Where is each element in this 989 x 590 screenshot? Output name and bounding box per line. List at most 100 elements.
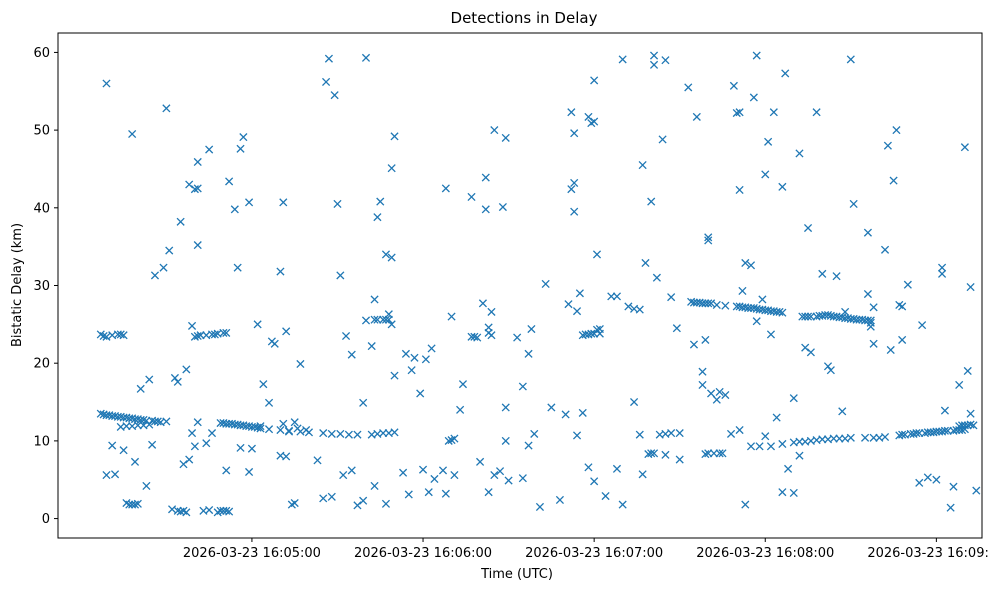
data-point [159, 263, 168, 272]
data-point [418, 465, 428, 474]
data-point [322, 77, 331, 87]
data-point [689, 340, 699, 349]
data-point [336, 271, 345, 280]
data-point [370, 481, 379, 491]
data-point [946, 503, 955, 512]
data-point [416, 389, 425, 398]
data-point [561, 410, 570, 419]
data-point [789, 394, 798, 403]
data-point [438, 466, 448, 475]
data-point [282, 452, 291, 461]
data-point [495, 467, 505, 476]
data-point [102, 471, 111, 480]
data-point [387, 320, 396, 329]
data-point [698, 367, 707, 376]
data-point [595, 324, 604, 334]
data-point [376, 197, 385, 206]
data-point [284, 427, 294, 436]
data-point [766, 442, 776, 451]
y-tick-label: 60 [33, 46, 50, 61]
data-point [692, 112, 701, 121]
data-point [635, 305, 644, 314]
data-point [110, 470, 120, 479]
data-point [555, 495, 564, 504]
data-point [806, 348, 815, 357]
data-point [861, 433, 870, 442]
data-point [319, 429, 328, 438]
data-point [746, 261, 756, 270]
data-point [863, 289, 872, 299]
data-point [347, 466, 356, 475]
data-point [190, 185, 199, 194]
data-point [661, 450, 670, 459]
data-point [222, 506, 231, 515]
data-point [966, 409, 975, 418]
data-point [142, 481, 151, 491]
y-tick-label: 30 [33, 279, 50, 294]
y-tick-label: 40 [33, 201, 50, 216]
data-point [729, 81, 738, 90]
data-point [302, 425, 311, 435]
data-point [259, 380, 268, 389]
data-point [701, 450, 710, 459]
y-tick-label: 50 [33, 124, 50, 139]
data-point [370, 315, 379, 324]
data-point [447, 312, 456, 321]
data-point [649, 449, 659, 458]
data-point [898, 430, 907, 439]
data-point [501, 403, 510, 412]
data-point [128, 129, 137, 139]
data-point [279, 419, 288, 428]
data-point [193, 241, 202, 250]
data-point [726, 429, 736, 438]
data-point [735, 185, 744, 194]
data-point [746, 442, 756, 451]
data-point [484, 328, 493, 337]
data-point [652, 273, 661, 282]
data-point [458, 380, 468, 389]
data-point [293, 424, 302, 433]
data-point [119, 446, 128, 455]
x-tick-label: 2026-03-23 16:06:00 [354, 546, 492, 561]
x-axis-label: Time (UTC) [480, 567, 553, 582]
data-point [778, 488, 787, 497]
data-point [313, 456, 322, 465]
data-point [513, 333, 522, 342]
data-point [758, 295, 767, 304]
data-point [572, 307, 582, 316]
y-axis-ticks: 0 10 20 30 40 50 60 [33, 46, 58, 527]
data-point [801, 343, 810, 352]
data-point [749, 93, 758, 102]
data-point [504, 476, 513, 485]
data-point [361, 316, 371, 325]
data-point [518, 474, 527, 483]
data-point [182, 508, 191, 517]
data-point [912, 429, 921, 438]
data-point [99, 331, 108, 341]
data-point [170, 373, 179, 383]
data-point [564, 300, 573, 309]
data-point [279, 198, 288, 207]
data-point [898, 335, 907, 344]
data-point [444, 436, 453, 445]
data-point [846, 433, 855, 442]
data-point [341, 331, 351, 341]
data-point [401, 349, 410, 358]
data-point [276, 425, 285, 435]
data-point [327, 492, 336, 501]
data-point [661, 56, 670, 65]
data-point [210, 330, 219, 339]
data-point [658, 135, 667, 144]
data-point [501, 436, 510, 445]
data-point [863, 228, 872, 237]
data-point [638, 470, 647, 479]
data-point [108, 441, 117, 450]
data-point [966, 282, 975, 292]
data-point [647, 449, 656, 458]
chart-title: Detections in Delay [451, 9, 598, 27]
data-point [624, 302, 633, 311]
data-point [490, 126, 499, 135]
data-point [282, 327, 291, 336]
data-point [647, 197, 656, 206]
